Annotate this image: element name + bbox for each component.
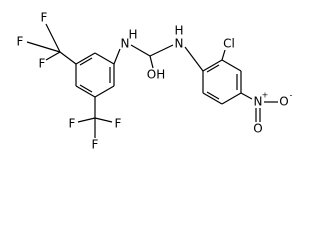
bond bbox=[77, 117, 96, 123]
atom-label: Cl bbox=[223, 37, 235, 51]
bond bbox=[240, 92, 253, 100]
atom-label: OH bbox=[147, 68, 165, 82]
atom-label: O bbox=[279, 95, 288, 109]
bond bbox=[221, 49, 226, 61]
bond bbox=[75, 85, 96, 98]
bond bbox=[45, 23, 61, 53]
bond bbox=[45, 51, 61, 61]
atom-label: H bbox=[128, 28, 137, 42]
page: F F F F F F N H N H OH Cl N + O - O (() … bbox=[16, 10, 293, 152]
atom-label: N bbox=[254, 95, 263, 109]
atom-label: O bbox=[253, 122, 262, 136]
charge-label: + bbox=[262, 91, 269, 100]
bond bbox=[79, 84, 93, 93]
atom-label: N bbox=[175, 37, 184, 51]
bond bbox=[149, 44, 174, 57]
atom-label: N bbox=[121, 37, 130, 51]
atom-label: F bbox=[39, 57, 46, 71]
bond bbox=[184, 46, 204, 72]
bond bbox=[206, 91, 220, 100]
bond bbox=[79, 57, 93, 66]
bond bbox=[94, 85, 115, 98]
bond bbox=[221, 59, 242, 72]
atom-label: F bbox=[41, 11, 48, 25]
atom-label: F bbox=[115, 117, 122, 131]
bond bbox=[75, 52, 96, 65]
charge-label: - bbox=[290, 91, 293, 100]
bond bbox=[59, 51, 77, 65]
atom-label: F bbox=[69, 117, 76, 131]
bond bbox=[94, 117, 113, 123]
atom-label: F bbox=[92, 138, 99, 152]
bond bbox=[206, 64, 220, 73]
atom-labels: F F F F F F N H N H OH Cl N + O - O bbox=[17, 11, 293, 152]
bonds bbox=[26, 23, 278, 138]
bond bbox=[130, 44, 151, 57]
molecule-diagram: F F F F F F N H N H OH Cl N + O - O bbox=[17, 11, 293, 152]
bond bbox=[94, 52, 115, 65]
bond bbox=[113, 48, 121, 65]
atom-label: H bbox=[174, 24, 183, 38]
bond bbox=[202, 59, 223, 72]
bond bbox=[26, 41, 61, 53]
bond bbox=[202, 92, 223, 105]
bond bbox=[149, 55, 154, 69]
atom-label: F bbox=[17, 35, 24, 49]
bond bbox=[221, 92, 242, 105]
